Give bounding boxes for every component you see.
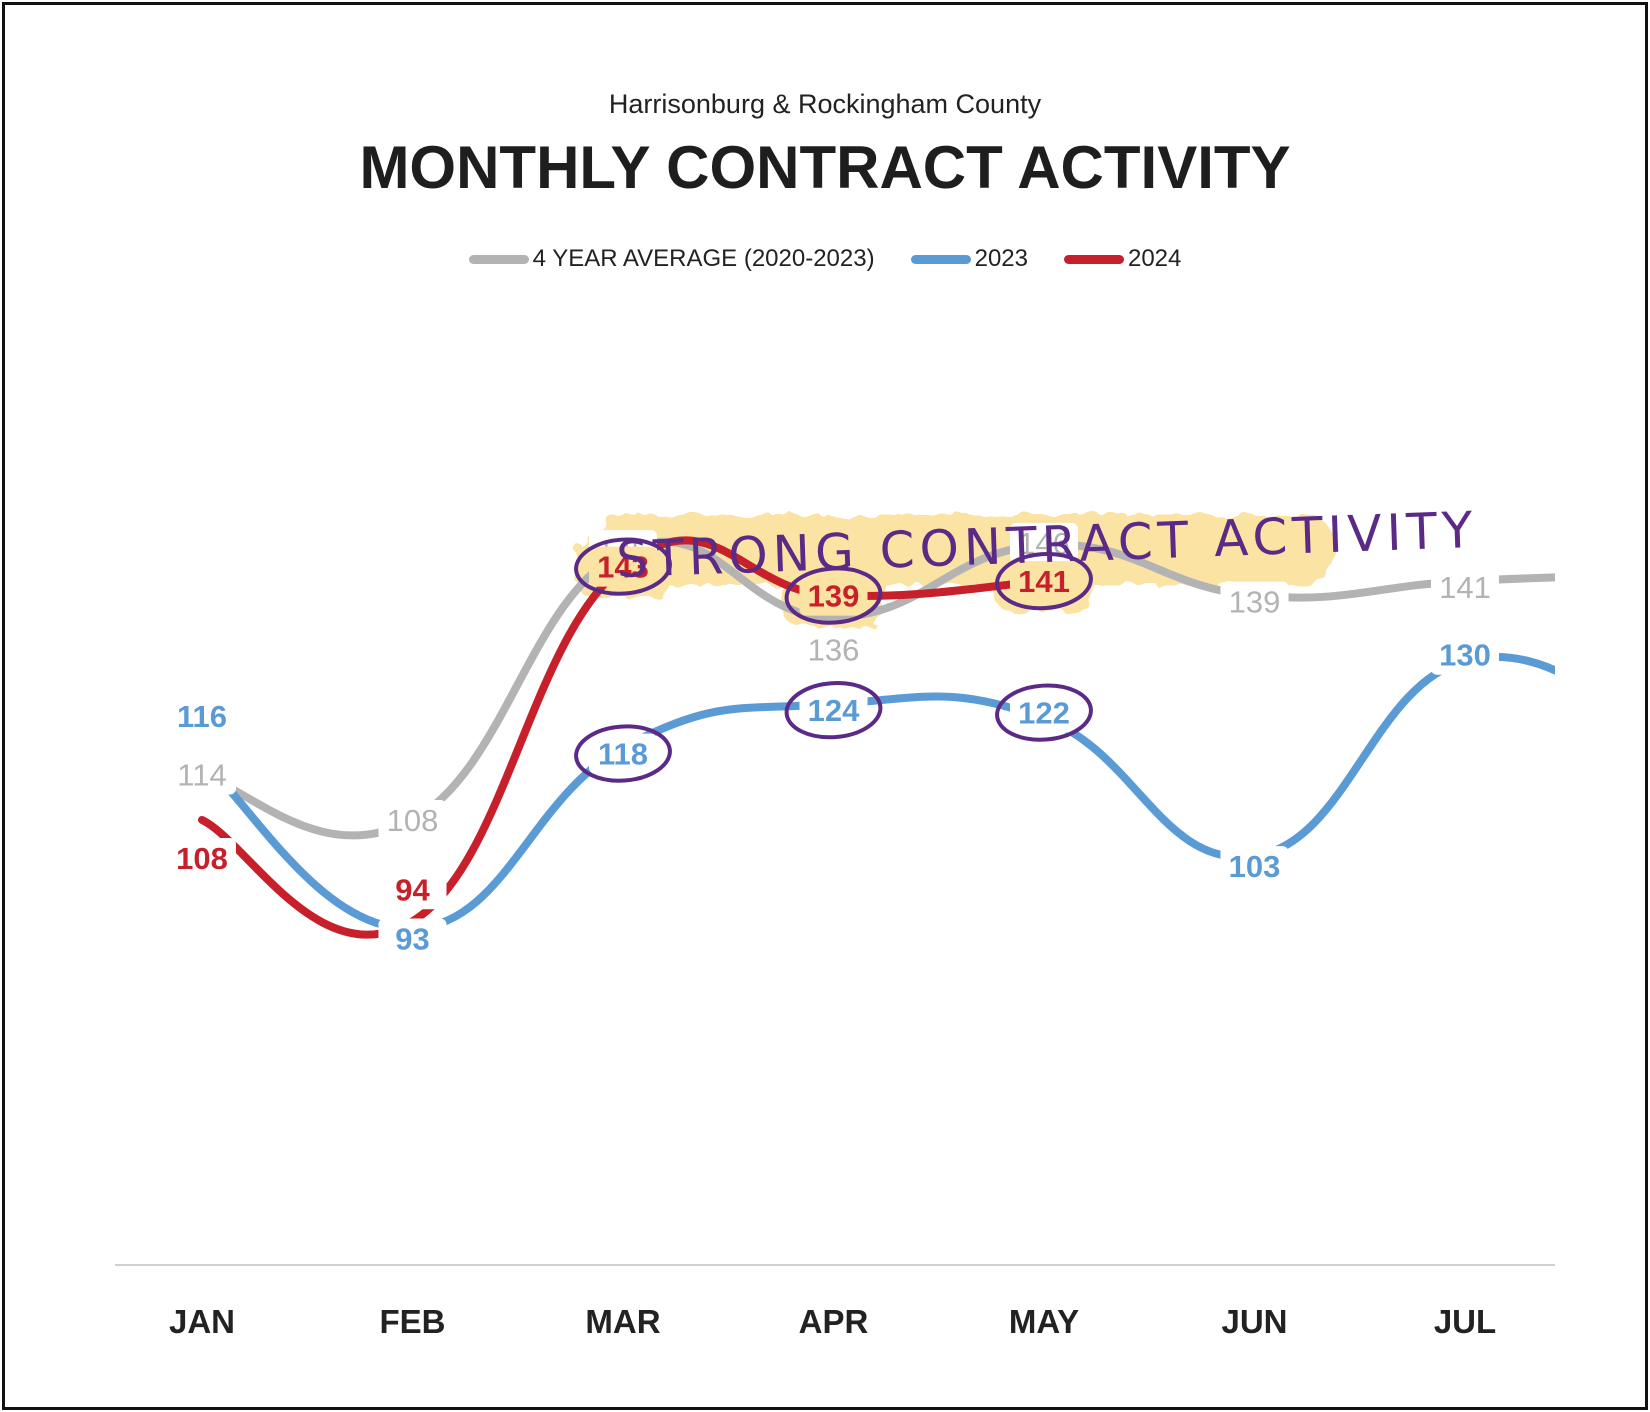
x-tick-label-apr: APR bbox=[799, 1303, 869, 1340]
label-bg-2024-0 bbox=[168, 837, 236, 878]
label-bg-2023-2 bbox=[589, 733, 657, 774]
line-chart: 1141081451361461391411169311812412210313… bbox=[115, 501, 1555, 1340]
label-bg-2024-1 bbox=[378, 869, 447, 910]
data-label-2024-mar: 143 bbox=[597, 550, 649, 585]
legend-item-average: 4 YEAR AVERAGE (2020-2023) bbox=[468, 245, 875, 273]
legend-swatch-average bbox=[468, 254, 529, 264]
circle-mark-2023-2 bbox=[574, 724, 672, 783]
legend-swatch-2023 bbox=[910, 254, 971, 264]
chart-title: MONTHLY CONTRACT ACTIVITY bbox=[359, 134, 1291, 201]
data-label-2023-may: 122 bbox=[1018, 696, 1070, 731]
x-tick-label-jun: JUN bbox=[1221, 1303, 1287, 1340]
data-label-2024-apr: 139 bbox=[808, 579, 860, 614]
label-bg-2024-2 bbox=[589, 546, 657, 587]
label-bg-average-0 bbox=[168, 754, 236, 795]
x-tick-label-jan: JAN bbox=[169, 1303, 235, 1340]
data-label-average-jul: 141 bbox=[1439, 570, 1491, 605]
label-bg-2023-4 bbox=[1010, 692, 1078, 733]
label-bg-2024-3 bbox=[799, 575, 868, 616]
data-label-average-feb: 108 bbox=[387, 803, 439, 838]
series-line-2024 bbox=[198, 536, 1048, 939]
legend: 4 YEAR AVERAGE (2020-2023) 2023 2024 bbox=[5, 245, 1645, 273]
label-bg-2023-3 bbox=[799, 690, 868, 731]
circle-mark-2024-2 bbox=[574, 537, 672, 596]
legend-label-2024: 2024 bbox=[1127, 245, 1182, 272]
chart-subtitle: Harrisonburg & Rockingham County bbox=[608, 89, 1042, 119]
data-label-average-apr: 136 bbox=[808, 632, 860, 667]
data-label-2024-may: 141 bbox=[1018, 564, 1070, 599]
circle-mark-2023-3 bbox=[784, 681, 883, 740]
data-label-2023-jan: 116 bbox=[177, 699, 227, 734]
label-bg-average-3 bbox=[799, 629, 868, 670]
data-label-2023-jun: 103 bbox=[1229, 849, 1281, 884]
circle-mark-2024-4 bbox=[995, 551, 1093, 611]
legend-label-2023: 2023 bbox=[974, 245, 1028, 272]
label-bg-2023-0 bbox=[168, 696, 236, 737]
data-label-average-jun: 139 bbox=[1229, 585, 1281, 620]
data-label-2023-apr: 124 bbox=[808, 693, 860, 728]
data-label-average-jan: 114 bbox=[177, 758, 226, 793]
circle-mark-2024-3 bbox=[784, 566, 883, 625]
data-label-2023-jul: 130 bbox=[1439, 638, 1491, 673]
label-bg-2023-1 bbox=[378, 918, 447, 959]
label-bg-average-4 bbox=[1010, 522, 1078, 563]
x-tick-label-jul: JUL bbox=[1434, 1303, 1496, 1340]
data-label-2024-jan: 108 bbox=[176, 841, 228, 876]
label-bg-2023-5 bbox=[1220, 846, 1289, 887]
label-bg-average-5 bbox=[1220, 581, 1289, 622]
series-line-average bbox=[198, 537, 1555, 840]
data-label-2023-feb: 93 bbox=[395, 922, 429, 957]
x-tick-label-feb: FEB bbox=[380, 1303, 446, 1340]
label-bg-average-6 bbox=[1431, 567, 1499, 608]
legend-swatch-2024 bbox=[1063, 254, 1124, 264]
x-tick-label-mar: MAR bbox=[585, 1303, 660, 1340]
legend-label-average: 4 YEAR AVERAGE (2020-2023) bbox=[532, 245, 875, 272]
label-bg-average-1 bbox=[378, 799, 447, 840]
x-tick-label-may: MAY bbox=[1009, 1303, 1079, 1340]
label-bg-2024-4 bbox=[1010, 561, 1078, 602]
legend-item-2024: 2024 bbox=[1063, 245, 1182, 273]
circle-mark-2023-4 bbox=[995, 683, 1093, 742]
data-label-2024-feb: 94 bbox=[395, 872, 430, 907]
data-label-2023-mar: 118 bbox=[598, 737, 648, 772]
legend-item-2023: 2023 bbox=[910, 245, 1028, 273]
label-bg-2023-6 bbox=[1431, 634, 1499, 675]
